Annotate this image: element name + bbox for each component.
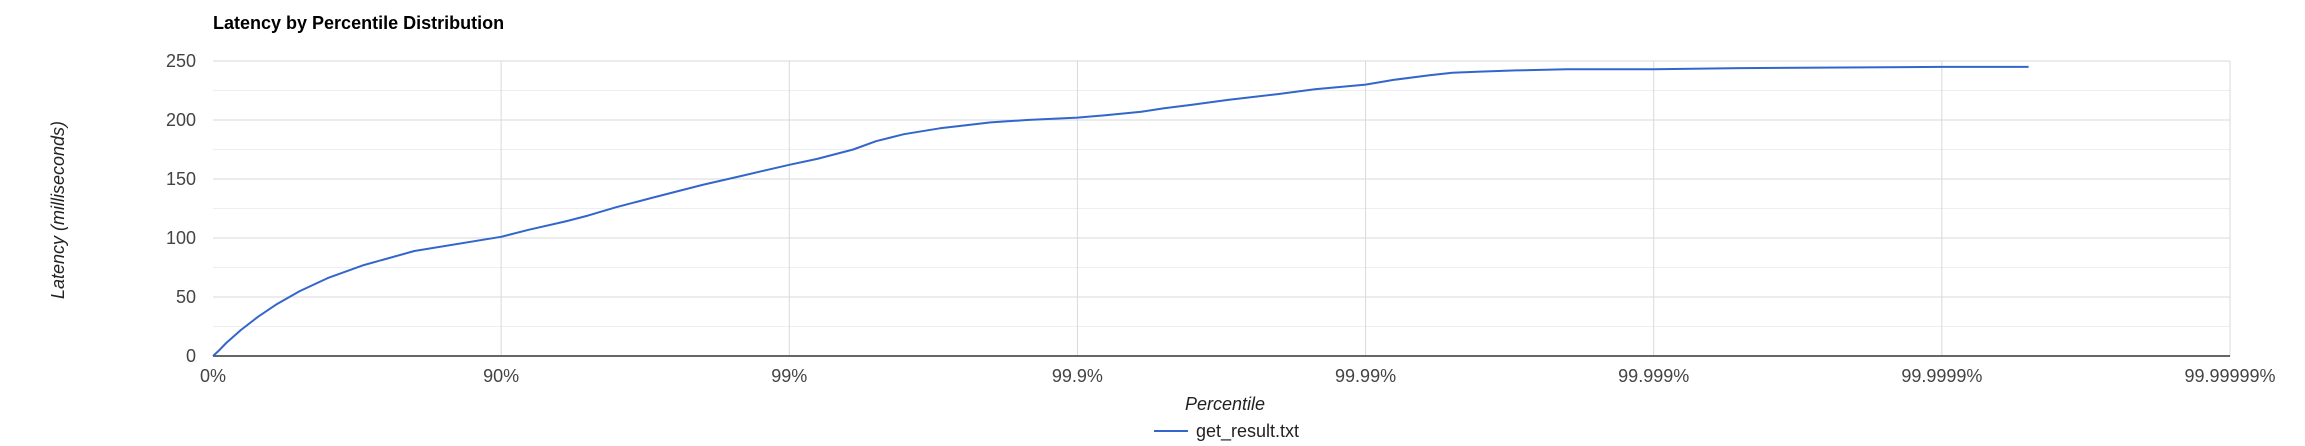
grid bbox=[213, 60, 2231, 356]
x-tick-label: 0% bbox=[200, 366, 226, 386]
chart-title: Latency by Percentile Distribution bbox=[213, 13, 504, 33]
x-axis-title: Percentile bbox=[1185, 394, 1265, 414]
x-tick-label: 99.999% bbox=[1618, 366, 1689, 386]
x-tick-label: 99% bbox=[771, 366, 807, 386]
legend[interactable]: get_result.txt bbox=[1154, 421, 1299, 442]
y-tick-label: 250 bbox=[166, 51, 196, 71]
x-tick-label: 90% bbox=[483, 366, 519, 386]
legend-label: get_result.txt bbox=[1196, 421, 1299, 442]
x-tick-label: 99.9999% bbox=[1901, 366, 1982, 386]
x-tick-label: 99.99999% bbox=[2184, 366, 2275, 386]
y-tick-label: 100 bbox=[166, 228, 196, 248]
y-tick-label: 150 bbox=[166, 169, 196, 189]
y-axis-title: Latency (milliseconds) bbox=[48, 121, 68, 299]
x-tick-label: 99.9% bbox=[1052, 366, 1103, 386]
series-group bbox=[212, 65, 2029, 357]
series-line-get-result[interactable] bbox=[212, 65, 2029, 357]
y-axis: 0 50 100 150 200 250 bbox=[166, 51, 196, 366]
x-axis: 0% 90% 99% 99.9% 99.99% 99.999% 99.9999% 99.999… bbox=[200, 355, 2276, 386]
y-tick-label: 200 bbox=[166, 110, 196, 130]
y-tick-label: 50 bbox=[176, 287, 196, 307]
x-tick-label: 99.99% bbox=[1335, 366, 1396, 386]
y-tick-label: 0 bbox=[186, 346, 196, 366]
